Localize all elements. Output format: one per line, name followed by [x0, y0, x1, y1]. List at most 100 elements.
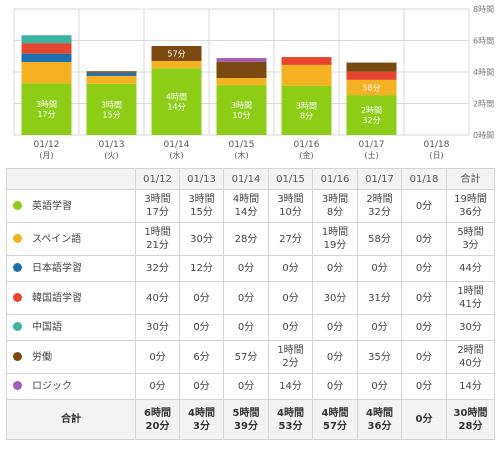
series-color-dot	[13, 351, 22, 361]
x-tick-label: 01/17	[359, 140, 385, 150]
table-value-cell: 1時間 19分	[312, 222, 358, 256]
series-color-dot	[13, 292, 22, 302]
x-tick-day-label: (木)	[234, 150, 248, 160]
table-value-cell: 30分	[446, 314, 495, 341]
table-value-cell: 0分	[357, 373, 402, 400]
total-value-cell: 4時間 3分	[179, 399, 224, 440]
bar-segment	[346, 62, 397, 72]
x-tick-label: 01/15	[229, 140, 255, 150]
table-value-cell: 0分	[357, 314, 402, 341]
table-value-cell: 0分	[179, 373, 224, 400]
table-value-cell: 3時間 10分	[268, 189, 313, 223]
table-value-cell: 44分	[446, 255, 495, 282]
bar-data-label: 3時間	[296, 101, 317, 110]
table-value-cell: 0分	[268, 255, 313, 282]
table-value-cell: 2時間 32分	[357, 189, 402, 223]
table-value-cell: 57分	[223, 340, 269, 374]
table-value-cell: 0分	[312, 314, 358, 341]
table-value-cell: 1時間 21分	[135, 222, 180, 256]
x-tick-label: 01/14	[164, 140, 190, 150]
bar-segment	[151, 68, 202, 135]
chart-y-axis: 0時間 2時間 4時間 6時間 8時間	[473, 5, 494, 140]
y-tick-label: 2時間	[473, 100, 494, 109]
x-tick-day-label: (火)	[104, 151, 118, 160]
table-value-cell: 3時間 17分	[135, 189, 180, 223]
table-value-cell: 0分	[135, 340, 180, 374]
table-value-cell: 0分	[223, 281, 269, 315]
table-row: ロジック 0分 0分 0分 14分 0分 0分 0分 14分	[6, 373, 495, 400]
table-value-cell: 2時間 40分	[446, 340, 495, 374]
bar-segment	[216, 61, 267, 79]
table-value-cell: 14分	[268, 373, 313, 400]
bar-data-label: 3時間	[231, 101, 252, 110]
x-tick-day-label: (土)	[364, 150, 378, 160]
x-tick-day-label: (水)	[169, 150, 183, 160]
total-value-cell: 5時間 39分	[223, 399, 269, 440]
table-header-cell: 01/17	[357, 168, 402, 190]
table-value-cell: 0分	[223, 373, 269, 400]
chart-bar-labels: 3時間17分3時間15分4時間14分57分3時間10分3時間8分2時間32分58…	[36, 49, 382, 125]
table-value-cell: 35分	[357, 340, 402, 374]
table-row: 中国語 30分 0分 0分 0分 0分 0分 0分 30分	[6, 314, 495, 341]
table-header-cell: 01/15	[268, 168, 313, 190]
series-color-dot	[13, 322, 22, 331]
row-name-cell: ロジック	[6, 373, 136, 400]
chart-bars	[21, 35, 397, 135]
bar-segment	[281, 85, 332, 135]
table-value-cell: 0分	[401, 189, 447, 223]
row-name-label: 英語学習	[32, 200, 72, 212]
bar-segment	[86, 83, 137, 135]
table-header-cell: 01/18	[401, 168, 447, 190]
bar-data-label: 57分	[167, 49, 185, 58]
bar-data-label: 17分	[37, 110, 55, 119]
table-value-cell: 0分	[401, 340, 447, 374]
bar-segment	[151, 60, 202, 69]
y-tick-label: 8時間	[473, 5, 494, 14]
table-value-cell: 0分	[401, 314, 447, 341]
table-value-cell: 30分	[312, 281, 358, 315]
table-row: スペイン語 1時間 21分 30分 28分 27分 1時間 19分 58分 0分 5時間 3分	[6, 222, 495, 256]
x-tick-day-label: (月)	[39, 151, 53, 160]
bar-segment	[346, 79, 397, 96]
table-value-cell: 14分	[446, 373, 495, 400]
bar-segment	[86, 75, 137, 84]
table-header-corner	[6, 168, 136, 190]
x-tick-day-label: (金)	[299, 150, 313, 160]
table-value-cell: 0分	[312, 373, 358, 400]
table-row: 英語学習 3時間 17分 3時間 15分 4時間 14分 3時間 10分 3時間 8分 2時…	[6, 189, 495, 223]
bar-segment	[151, 46, 202, 61]
table-body: 英語学習 3時間 17分 3時間 15分 4時間 14分 3時間 10分 3時間 8分 2時…	[6, 189, 495, 400]
series-color-dot	[13, 381, 22, 390]
table-header-cell: 合計	[446, 168, 495, 190]
table-row: 日本語学習 32分 12分 0分 0分 0分 0分 0分 44分	[6, 255, 495, 282]
table-value-cell: 6分	[179, 340, 224, 374]
bar-segment	[86, 72, 137, 76]
table-value-cell: 3時間 15分	[179, 189, 224, 223]
series-color-dot	[13, 200, 22, 210]
table-value-cell: 0分	[135, 373, 180, 400]
table-value-cell: 0分	[401, 281, 447, 315]
series-color-dot	[13, 233, 22, 243]
bar-segment	[21, 83, 72, 135]
bar-segment	[21, 62, 72, 84]
bar-segment	[346, 71, 397, 80]
table-value-cell: 40分	[135, 281, 180, 315]
bar-data-label: 32分	[362, 116, 380, 125]
table-value-cell: 0分	[401, 222, 447, 256]
row-name-cell: 英語学習	[6, 189, 136, 223]
bar-data-label: 58分	[362, 83, 380, 92]
total-label-cell: 合計	[6, 399, 136, 440]
bar-segment	[86, 71, 137, 73]
bar-data-label: 3時間	[101, 100, 122, 109]
table-value-cell: 0分	[268, 314, 313, 341]
bar-segment	[281, 57, 332, 65]
summary-table-container: 01/12 01/13 01/14 01/15 01/16 01/17 01/18 合計 英語…	[6, 168, 495, 440]
series-color-dot	[13, 263, 22, 272]
table-value-cell: 1時間 41分	[446, 281, 495, 315]
table-value-cell: 32分	[135, 255, 180, 282]
table-header-cell: 01/13	[179, 168, 224, 190]
table-value-cell: 0分	[401, 373, 447, 400]
table-value-cell: 1時間 2分	[268, 340, 313, 374]
table-value-cell: 4時間 14分	[223, 189, 269, 223]
total-value-cell: 0分	[401, 399, 447, 440]
